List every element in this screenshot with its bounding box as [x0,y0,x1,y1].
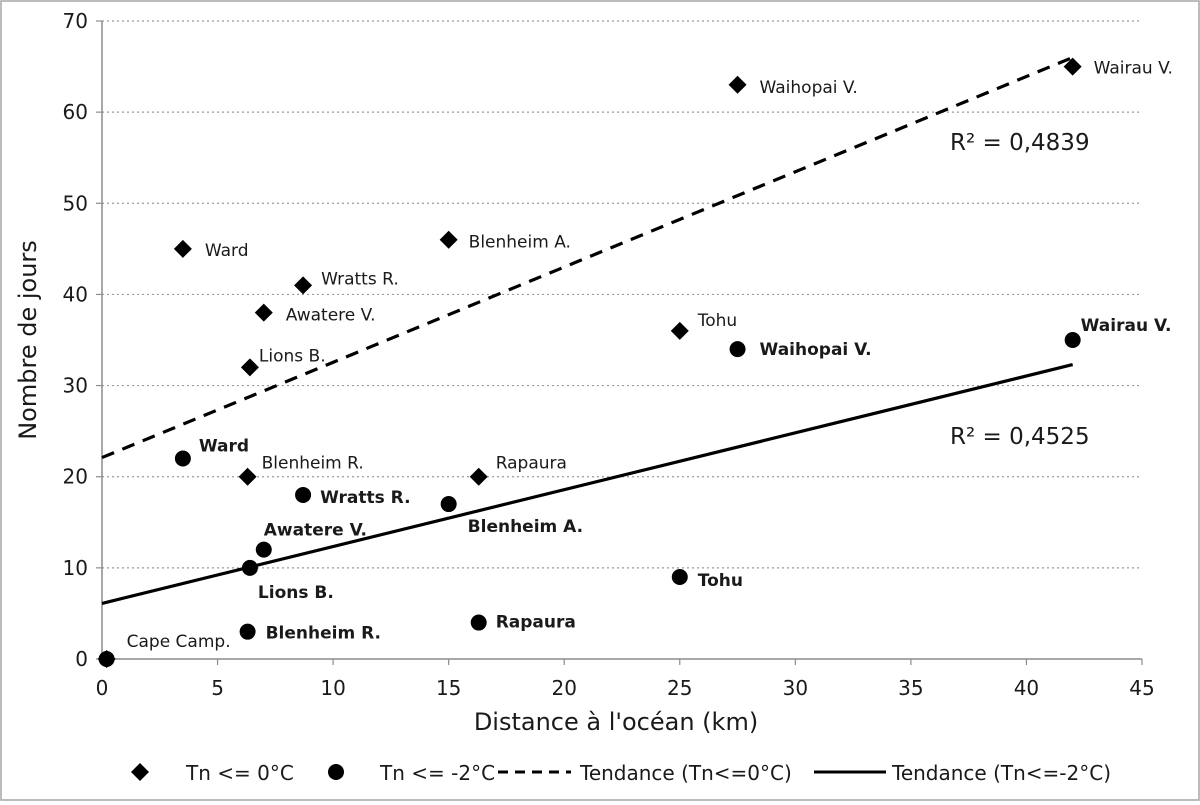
point-label-tn0: Awatere V. [286,306,376,326]
point-labels: Cape Camp. Ward Lions B. Blenheim R. Awatere… [127,59,1173,652]
point-label-tn-2: Blenheim R. [266,624,381,644]
point-label-tn-2: Tohu [698,571,743,591]
point-diamond [254,303,273,322]
x-tick-label: 35 [898,676,923,700]
point-diamond [238,467,257,486]
point-label-tn0: Rapaura [496,454,567,474]
point-circle [470,614,487,631]
legend-label-tn0: Tn <= 0°C [185,761,294,785]
x-tick-label: 40 [1014,676,1039,700]
point-label-tn-2: Blenheim A. [468,517,583,537]
legend-circle-icon [328,764,344,780]
point-label-tn0: Blenheim R. [262,454,364,474]
point-label-tn-2: Lions B. [258,583,334,603]
point-diamond [469,467,488,486]
point-diamond [294,276,313,295]
trendline-tn-2 [101,363,1074,605]
point-label-tn0: Waihopai V. [760,78,858,98]
y-tick-label: 20 [63,465,88,489]
legend-label-trend-tn-2: Tendance (Tn<=-2°C) [891,761,1111,785]
y-axis-title: Nombre de jours [14,240,42,440]
point-diamond [240,358,259,377]
legend-diamond-icon [131,763,149,781]
axes: 0 10 20 30 40 50 60 70 0 5 10 15 20 25 30 35 40 45 [63,9,1155,700]
y-tick-label: 30 [63,374,88,398]
point-label-tn0: Blenheim A. [469,233,571,253]
point-circle [671,568,688,585]
trendlines [101,55,1074,605]
point-circle [255,541,272,558]
point-label-tn-2: Awatere V. [264,521,367,541]
point-circle [1064,332,1081,348]
x-tick-label: 30 [783,676,808,700]
x-tick-label: 5 [211,676,224,700]
point-label-tn-2: Waihopai V. [760,340,872,360]
legend: Tn <= 0°C Tn <= -2°C Tendance (Tn<=0°C) … [131,761,1111,785]
point-diamond [670,321,689,340]
point-diamond [1063,57,1082,76]
point-label-tn-2: Wratts R. [320,488,410,508]
x-tick-label: 25 [667,676,692,700]
point-label-tn0: Cape Camp. [127,632,231,652]
y-tick-label: 0 [75,647,88,671]
point-diamond [728,75,747,94]
point-circle [98,651,115,667]
y-tick-label: 50 [63,191,88,215]
point-label-tn0: Wratts R. [321,269,399,289]
y-tick-label: 60 [63,100,88,124]
data-points [97,57,1082,668]
point-circle [729,341,746,358]
x-tick-label: 10 [320,676,345,700]
point-label-tn-2: Ward [199,436,249,456]
y-tick-label: 70 [63,9,88,33]
x-tick-label: 15 [436,676,461,700]
r2-label-tn-2: R² = 0,4525 [950,424,1090,450]
point-label-tn-2: Wairau V. [1081,316,1172,336]
point-circle [174,450,191,467]
point-diamond [173,239,192,258]
point-label-tn0: Lions B. [259,346,326,366]
point-circle [239,623,256,640]
x-tick-label: 0 [96,676,109,700]
legend-label-tn-2: Tn <= -2°C [379,761,495,785]
x-tick-label: 45 [1129,676,1154,700]
point-label-tn-2: Rapaura [496,613,576,633]
y-tick-label: 40 [63,282,88,306]
x-axis-title: Distance à l'océan (km) [474,708,758,736]
x-tick-label: 20 [551,676,576,700]
point-label-tn0: Tohu [697,311,737,331]
r2-label-tn0: R² = 0,4839 [950,130,1090,156]
point-circle [295,486,312,503]
point-circle [440,496,457,513]
y-tick-label: 10 [63,556,88,580]
legend-label-trend-tn0: Tendance (Tn<=0°C) [579,761,792,785]
point-label-tn0: Wairau V. [1094,59,1173,79]
point-label-tn0: Ward [205,241,249,261]
point-circle [241,559,258,576]
point-diamond [439,230,458,249]
